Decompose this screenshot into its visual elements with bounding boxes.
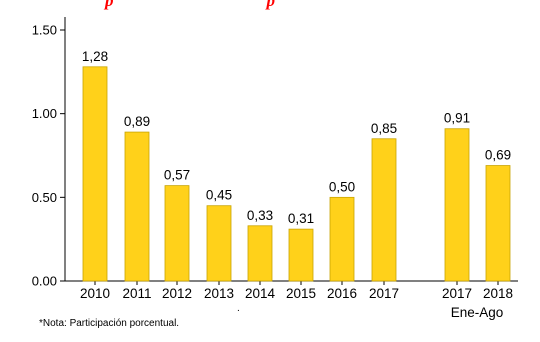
data-label: 0,91 <box>444 111 470 126</box>
y-tick-label: 0.00 <box>32 274 57 289</box>
x-tick-label: 2017 <box>442 286 472 301</box>
x-tick-label: 2014 <box>245 286 276 301</box>
x-tick-label: 2015 <box>286 286 316 301</box>
bar-2017 <box>371 138 397 282</box>
x-tick-label: 2016 <box>327 286 357 301</box>
x-tick-label: 2010 <box>80 286 110 301</box>
x-tick-label: 2017 <box>369 286 399 301</box>
x-axis: 2010 2011 2012 2013 2014 2015 2016 2017 2017 2018 <box>65 280 518 301</box>
x-tick-label: 2011 <box>122 286 151 301</box>
bar-2013 <box>206 205 232 282</box>
data-label: 0,85 <box>371 121 397 136</box>
y-tick-label: 1.50 <box>32 23 57 38</box>
bar-2011 <box>124 131 150 282</box>
group-label-ene-ago: Ene-Ago <box>451 305 504 320</box>
bar-2010 <box>82 66 108 282</box>
data-label: 0,45 <box>206 188 232 203</box>
bar-2014 <box>247 225 273 282</box>
x-tick-label: 2013 <box>204 286 234 301</box>
data-label: 0,31 <box>288 211 314 226</box>
bar-2018-ene-ago <box>485 165 511 282</box>
data-label: 1,28 <box>82 49 108 64</box>
data-label: 0,57 <box>164 168 190 183</box>
data-label: 0,89 <box>124 114 150 129</box>
y-tick-label: 0.50 <box>32 190 57 205</box>
y-tick-label: 1.00 <box>32 106 57 121</box>
chart-title-fragment: p p <box>103 0 275 10</box>
x-tick-label: 2018 <box>483 286 513 301</box>
footnote: *Nota: Participación porcentual. <box>39 318 180 329</box>
x-tick-label: 2012 <box>162 286 192 301</box>
bar-2017-ene-ago <box>444 128 470 282</box>
bar-2015 <box>288 228 314 282</box>
bar-2016 <box>329 196 355 282</box>
bar-2012 <box>164 185 190 282</box>
data-labels: 1,28 0,89 0,57 0,45 0,33 0,31 0,50 0,85 0,91 0,69 <box>82 49 511 226</box>
data-label: 0,33 <box>247 208 273 223</box>
data-label: 0,69 <box>485 148 511 163</box>
bars <box>82 66 511 282</box>
y-axis: 0.00 0.50 1.00 1.50 <box>32 17 66 289</box>
data-label: 0,50 <box>329 179 355 194</box>
stray-dot: . <box>237 303 240 314</box>
